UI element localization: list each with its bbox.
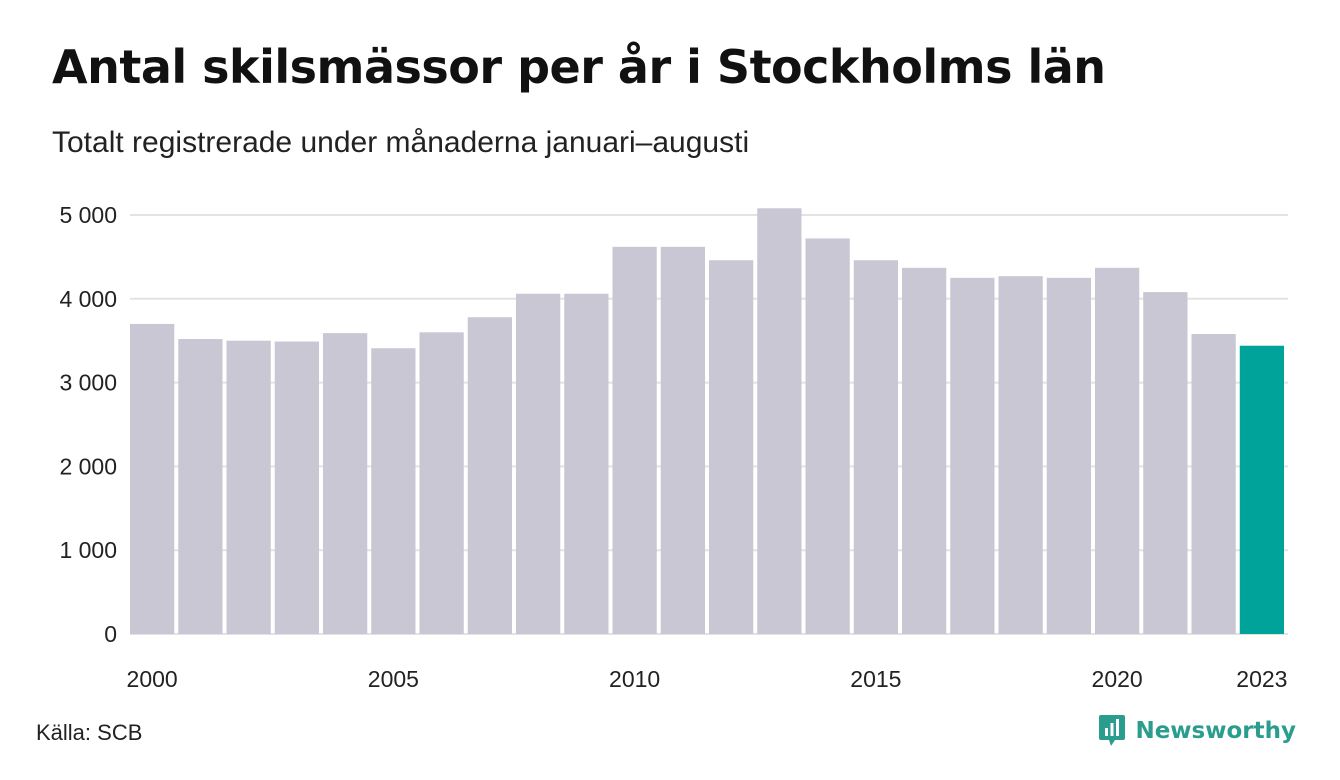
bar-2015 xyxy=(853,260,898,634)
bar-2020 xyxy=(1095,267,1140,634)
x-tick-label: 2023 xyxy=(1236,666,1287,692)
bar-2021 xyxy=(1143,292,1188,634)
brand-name: Newsworthy xyxy=(1135,718,1296,744)
bar-2012 xyxy=(709,260,754,634)
bar-2007 xyxy=(467,317,512,634)
bar-2010 xyxy=(612,246,657,634)
chart-title: Antal skilsmässor per år i Stockholms lä… xyxy=(52,40,1106,94)
bar-2019 xyxy=(1046,277,1091,634)
bar-2022 xyxy=(1191,333,1236,634)
chart-subtitle: Totalt registrerade under månaderna janu… xyxy=(52,126,750,159)
bar-2000 xyxy=(130,323,175,634)
x-tick-label: 2005 xyxy=(368,666,419,692)
bar-2001 xyxy=(178,339,223,634)
bar-2006 xyxy=(419,332,464,634)
bar-2017 xyxy=(950,277,995,634)
bars xyxy=(130,208,1284,635)
x-tick-label: 2020 xyxy=(1092,666,1143,692)
bar-2011 xyxy=(660,246,705,634)
y-tick-label: 0 xyxy=(104,621,117,647)
newsworthy-brand[interactable]: Newsworthy xyxy=(1097,714,1296,748)
newsworthy-logo-icon xyxy=(1099,715,1126,746)
bar-2018 xyxy=(998,276,1043,634)
bar-2023 xyxy=(1239,345,1284,634)
y-tick-label: 1 000 xyxy=(59,537,117,563)
y-tick-label: 4 000 xyxy=(59,286,117,312)
bar-2013 xyxy=(757,208,802,634)
bar-2009 xyxy=(564,293,609,634)
y-axis-ticks: 0 1 000 2 000 3 000 4 000 5 000 xyxy=(59,202,117,647)
bar-2005 xyxy=(371,348,416,634)
y-tick-label: 3 000 xyxy=(59,370,117,396)
x-tick-label: 2000 xyxy=(127,666,178,692)
bar-2008 xyxy=(516,293,561,634)
source-note: Källa: SCB xyxy=(36,720,143,745)
bar-2014 xyxy=(805,238,850,635)
bar-2004 xyxy=(323,333,368,634)
y-tick-label: 5 000 xyxy=(59,202,117,228)
bar-2002 xyxy=(226,340,271,634)
bar-2016 xyxy=(902,267,947,634)
x-axis-ticks: 2000 2005 2010 2015 2020 2023 xyxy=(127,666,1288,692)
x-tick-label: 2015 xyxy=(850,666,901,692)
x-tick-label: 2010 xyxy=(609,666,660,692)
y-tick-label: 2 000 xyxy=(59,453,117,479)
bar-2003 xyxy=(274,341,319,634)
